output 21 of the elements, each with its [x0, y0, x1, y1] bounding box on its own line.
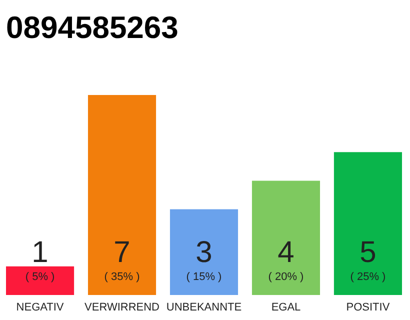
x-tick-label: UNBEKANNTE: [166, 302, 242, 314]
annotation: ( 5% ): [25, 271, 55, 283]
data-label: 7: [114, 236, 130, 269]
annotation: ( 20% ): [268, 271, 304, 283]
data-label: 3: [196, 236, 212, 269]
bar: [88, 95, 156, 295]
x-tick-label: NEGATIV: [16, 302, 64, 314]
bar: [170, 209, 238, 295]
annotation: ( 35% ): [104, 271, 140, 283]
bar: [334, 152, 402, 295]
annotation: ( 15% ): [186, 271, 222, 283]
bar: [252, 180, 320, 295]
x-tick-label: VERWIRREND: [84, 302, 160, 314]
data-label: 4: [278, 236, 294, 269]
bar: [6, 266, 74, 295]
chart-title: 0894585263: [6, 10, 178, 45]
annotation: ( 25% ): [350, 271, 386, 283]
x-tick-label: POSITIV: [346, 302, 390, 314]
data-label: 5: [360, 236, 376, 269]
data-label: 1: [32, 236, 48, 269]
x-tick-label: EGAL: [271, 302, 301, 314]
